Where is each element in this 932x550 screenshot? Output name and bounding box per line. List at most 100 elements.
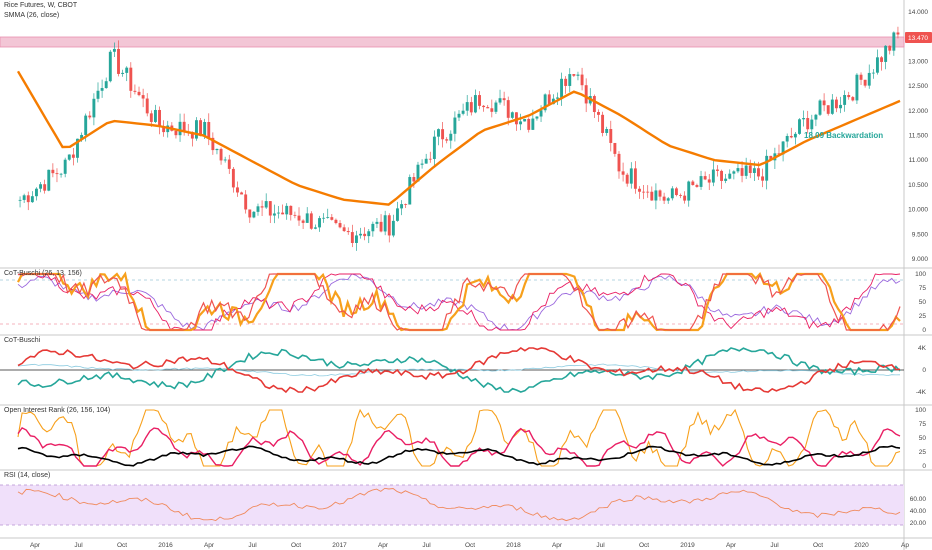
cot-axis: 4K 0 -4K [916,345,927,396]
backwardation-annotation[interactable]: 18.09 Backwardation [804,131,883,140]
candle-body [441,129,445,140]
candle-body [67,154,71,160]
pane-tick: 75 [919,421,927,428]
candle-body [695,185,699,187]
date-tick: 2020 [854,542,869,549]
open-interest-title[interactable]: Open Interest Rank (26, 156, 104) [4,407,111,414]
candle-body [408,177,412,205]
candle-body [769,155,773,161]
candle-body [158,109,161,127]
pane-tick: 25 [919,449,927,456]
candle-body [638,188,641,192]
date-tick: Jul [596,542,605,549]
candle-body [564,78,568,86]
pane-tick: 0 [922,463,926,470]
candle-body [699,176,703,187]
rsi-line [17,487,901,522]
pane-tick: 0 [922,327,926,334]
date-tick: Apr [378,542,389,549]
candle-body [818,100,822,115]
cot-index-red-line [17,273,901,332]
candle-body [330,217,334,220]
date-tick: Oct [813,542,823,549]
candle-body [896,32,900,35]
candle-body [428,158,432,160]
pane-tick: 100 [915,271,926,278]
candle-body [55,173,59,175]
candle-body [137,91,141,96]
candle-body [305,213,309,223]
candle-body [318,218,321,228]
pane-tick: 60.00 [910,496,927,503]
candle-body [843,94,847,105]
date-tick: Jul [248,542,257,549]
candle-body [432,136,436,159]
date-tick: Apr [552,542,563,549]
candle-body [851,97,855,101]
resistance-zone[interactable] [0,36,905,48]
candle-body [642,191,646,193]
open-interest-pane[interactable] [17,408,901,467]
candle-body [847,94,851,98]
candle-body [834,99,838,109]
candle-body [715,169,719,171]
candlestick-series[interactable] [18,26,900,251]
candle-body [728,173,732,179]
candle-body [252,211,256,218]
candle-body [338,223,342,228]
price-axis[interactable]: 14.00013.50013.00012.50012.00011.50011.0… [908,9,928,263]
candle-body [190,132,194,139]
rsi-title[interactable]: RSI (14, close) [4,472,51,479]
oi-pink-line [17,427,901,467]
candle-body [396,208,399,221]
candle-body [59,173,63,175]
open-interest-axis: 100 75 50 25 0 [915,407,926,470]
date-tick: Jul [74,542,83,549]
candle-body [215,148,219,151]
candle-body [506,100,510,118]
candle-body [732,171,736,174]
price-tick: 10.000 [908,207,928,214]
symbol-title[interactable]: Rice Futures, W, CBOT [4,2,78,9]
candle-body [268,201,272,216]
candle-body [785,135,789,142]
candle-body [572,74,576,76]
candle-body [605,129,609,133]
candle-body [810,119,814,130]
candle-body [535,116,539,119]
cot-index-pane[interactable] [0,271,904,332]
candle-body [679,195,682,196]
candle-body [84,115,88,135]
candle-body [806,118,810,130]
date-tick: Oct [465,542,475,549]
candle-body [597,112,600,115]
price-badge-value: 13.470 [908,35,928,42]
candle-body [748,165,752,173]
candle-body [334,219,338,224]
candle-body [289,205,293,215]
smma-legend[interactable]: SMMA (26, close) [4,12,60,19]
price-tick: 11.500 [909,133,929,140]
candle-body [371,223,375,232]
date-tick: Oct [117,542,127,549]
price-tick: 12.000 [908,108,928,115]
cot-pane[interactable] [0,347,904,394]
candle-body [379,221,383,232]
smma-line[interactable] [16,70,901,206]
candle-body [359,233,362,236]
candle-body [494,102,498,112]
rsi-pane[interactable] [0,484,904,526]
candle-body [576,74,580,76]
candle-body [178,121,182,136]
candle-body [531,118,535,130]
candle-body [367,231,371,237]
candle-body [400,204,404,209]
candle-body [871,72,875,74]
candle-body [473,95,477,113]
candle-body [35,188,38,197]
cot-index-title[interactable]: CoT-Buschi (26, 13, 156) [4,270,82,277]
date-tick: 2019 [680,542,695,549]
date-axis[interactable]: Apr Jul Oct 2016 Apr Jul Oct 2017 Apr Jul Oct 2018 A… [30,542,909,549]
cot-title[interactable]: CoT-Buschi [4,337,41,344]
